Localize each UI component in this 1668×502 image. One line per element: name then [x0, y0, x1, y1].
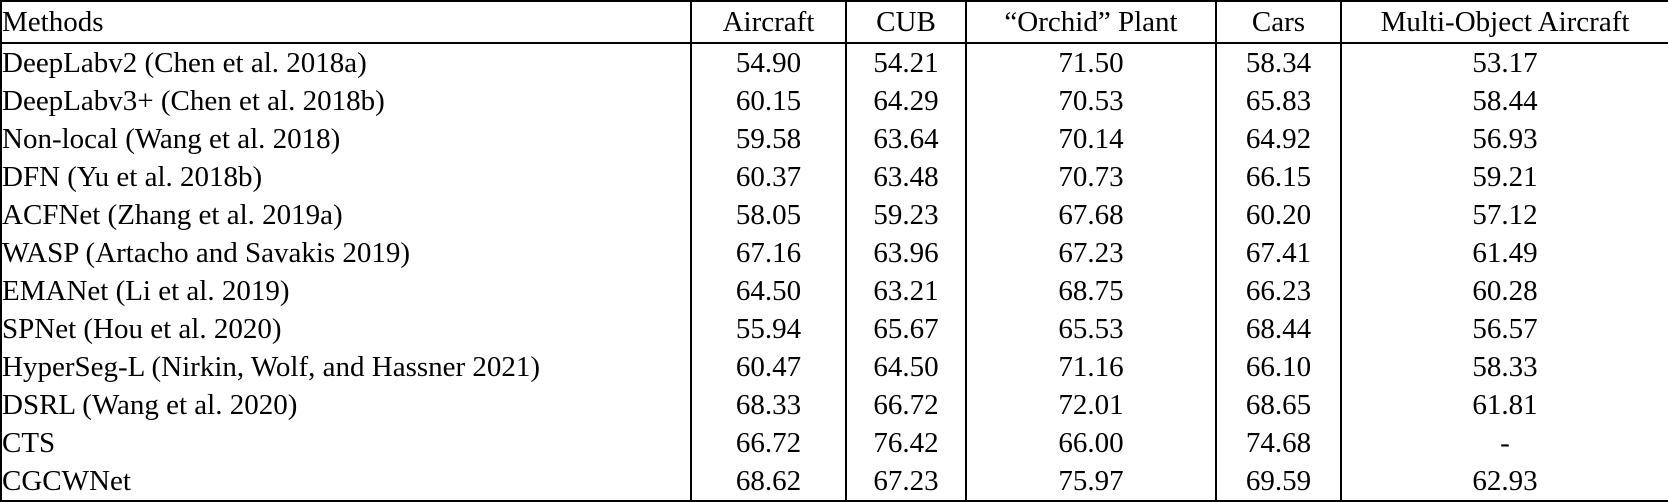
value-cell: 74.68 — [1215, 424, 1341, 462]
value-cell: 64.50 — [690, 272, 846, 310]
value-cell: 53.17 — [1340, 43, 1668, 82]
value-cell: 70.73 — [965, 158, 1216, 196]
value-cell: 59.58 — [690, 120, 846, 158]
value-cell: 65.53 — [965, 310, 1216, 348]
value-cell: 66.10 — [1215, 348, 1341, 386]
value-cell: 67.23 — [965, 234, 1216, 272]
table-row: EMANet (Li et al. 2019) 64.50 63.21 68.75 66… — [1, 272, 1668, 310]
value-cell: 64.29 — [845, 82, 966, 120]
method-cell: ACFNet (Zhang et al. 2019a) — [2, 199, 343, 231]
value-cell: 60.47 — [690, 348, 846, 386]
value-cell: 62.93 — [1340, 462, 1668, 501]
header-orchid-plant: “Orchid” Plant — [965, 1, 1216, 44]
value-cell: 67.68 — [965, 196, 1216, 234]
value-cell: 61.49 — [1340, 234, 1668, 272]
value-cell: 67.16 — [690, 234, 846, 272]
header-methods: Methods — [1, 1, 691, 44]
value-cell: 59.23 — [845, 196, 966, 234]
value-cell: 70.53 — [965, 82, 1216, 120]
value-cell: 71.50 — [965, 43, 1216, 82]
header-cub: CUB — [845, 1, 966, 44]
value-cell: 56.93 — [1340, 120, 1668, 158]
value-cell: 58.33 — [1340, 348, 1668, 386]
value-cell: 72.01 — [965, 386, 1216, 424]
table-row: Non-local (Wang et al. 2018) 59.58 63.64 70… — [1, 120, 1668, 158]
value-cell: 66.23 — [1215, 272, 1341, 310]
value-cell: 76.42 — [845, 424, 966, 462]
value-cell: 58.05 — [690, 196, 846, 234]
value-cell: 69.59 — [1215, 462, 1341, 501]
table-row: CTS 66.72 76.42 66.00 74.68- — [1, 424, 1668, 462]
value-cell: 68.44 — [1215, 310, 1341, 348]
value-cell: 65.83 — [1215, 82, 1341, 120]
value-cell: 54.90 — [690, 43, 846, 82]
value-cell: 61.81 — [1340, 386, 1668, 424]
value-cell: 67.41 — [1215, 234, 1341, 272]
value-cell: 66.00 — [965, 424, 1216, 462]
method-cell: DSRL (Wang et al. 2020) — [2, 389, 298, 421]
value-cell: 68.62 — [690, 462, 846, 501]
method-cell: WASP (Artacho and Savakis 2019) — [2, 237, 411, 269]
value-cell: 56.57 — [1340, 310, 1668, 348]
table-row: HyperSeg-L (Nirkin, Wolf, and Hassner 20… — [1, 348, 1668, 386]
value-cell: 60.20 — [1215, 196, 1341, 234]
method-cell: DeepLabv2 (Chen et al. 2018a) — [2, 47, 367, 79]
method-cell: HyperSeg-L (Nirkin, Wolf, and Hassner 20… — [2, 351, 541, 383]
value-cell: 59.21 — [1340, 158, 1668, 196]
value-cell: 55.94 — [690, 310, 846, 348]
value-cell: 68.33 — [690, 386, 846, 424]
value-cell: 58.44 — [1340, 82, 1668, 120]
table-row: DFN (Yu et al. 2018b) 60.37 63.48 70.73 66.1… — [1, 158, 1668, 196]
header-aircraft: Aircraft — [690, 1, 846, 44]
value-cell: 65.67 — [845, 310, 966, 348]
header-row: Methods Aircraft CUB “Orchid” Plant Cars… — [1, 1, 1668, 44]
method-cell: DFN (Yu et al. 2018b) — [2, 161, 263, 193]
value-cell: 67.23 — [845, 462, 966, 501]
value-cell: 63.96 — [845, 234, 966, 272]
table-row: DSRL (Wang et al. 2020) 68.33 66.72 72.01 68… — [1, 386, 1668, 424]
value-cell: 60.37 — [690, 158, 846, 196]
value-cell: 63.48 — [845, 158, 966, 196]
value-cell: 57.12 — [1340, 196, 1668, 234]
table-row: CGCWNet 68.62 67.23 75.97 69.59 62.93 — [1, 462, 1668, 501]
table-row: DeepLabv2 (Chen et al. 2018a) 54.90 54.21 7… — [1, 43, 1668, 82]
table-header: Methods Aircraft CUB “Orchid” Plant Cars… — [1, 1, 1668, 44]
header-multi-object-aircraft: Multi-Object Aircraft — [1340, 1, 1668, 44]
value-cell: 63.21 — [845, 272, 966, 310]
value-cell: 66.72 — [690, 424, 846, 462]
header-cars: Cars — [1215, 1, 1341, 44]
value-cell: 64.92 — [1215, 120, 1341, 158]
value-cell: 60.15 — [690, 82, 846, 120]
method-cell: DeepLabv3+ (Chen et al. 2018b) — [2, 85, 385, 117]
value-cell: 58.34 — [1215, 43, 1341, 82]
table-row: ACFNet (Zhang et al. 2019a) 58.05 59.23 67.… — [1, 196, 1668, 234]
value-cell: 68.75 — [965, 272, 1216, 310]
method-cell: EMANet (Li et al. 2019) — [2, 275, 290, 307]
value-cell: 70.14 — [965, 120, 1216, 158]
table-row: SPNet (Hou et al. 2020) 55.94 65.67 65.53 68… — [1, 310, 1668, 348]
method-cell: SPNet (Hou et al. 2020) — [2, 313, 282, 345]
value-cell: 66.15 — [1215, 158, 1341, 196]
value-cell: 68.65 — [1215, 386, 1341, 424]
method-cell: Non-local (Wang et al. 2018) — [2, 123, 341, 155]
method-cell: CTS — [2, 427, 56, 459]
value-cell: 54.21 — [845, 43, 966, 82]
value-cell: 64.50 — [845, 348, 966, 386]
value-cell: 63.64 — [845, 120, 966, 158]
table-row: DeepLabv3+ (Chen et al. 2018b) 60.15 64.29… — [1, 82, 1668, 120]
value-cell: 66.72 — [845, 386, 966, 424]
table-body: DeepLabv2 (Chen et al. 2018a) 54.90 54.21 7… — [1, 43, 1668, 501]
value-cell: - — [1340, 424, 1668, 462]
value-cell: 60.28 — [1340, 272, 1668, 310]
method-cell: CGCWNet — [2, 465, 131, 497]
value-cell: 71.16 — [965, 348, 1216, 386]
value-cell: 75.97 — [965, 462, 1216, 501]
table-row: WASP (Artacho and Savakis 2019) 67.16 63.9… — [1, 234, 1668, 272]
